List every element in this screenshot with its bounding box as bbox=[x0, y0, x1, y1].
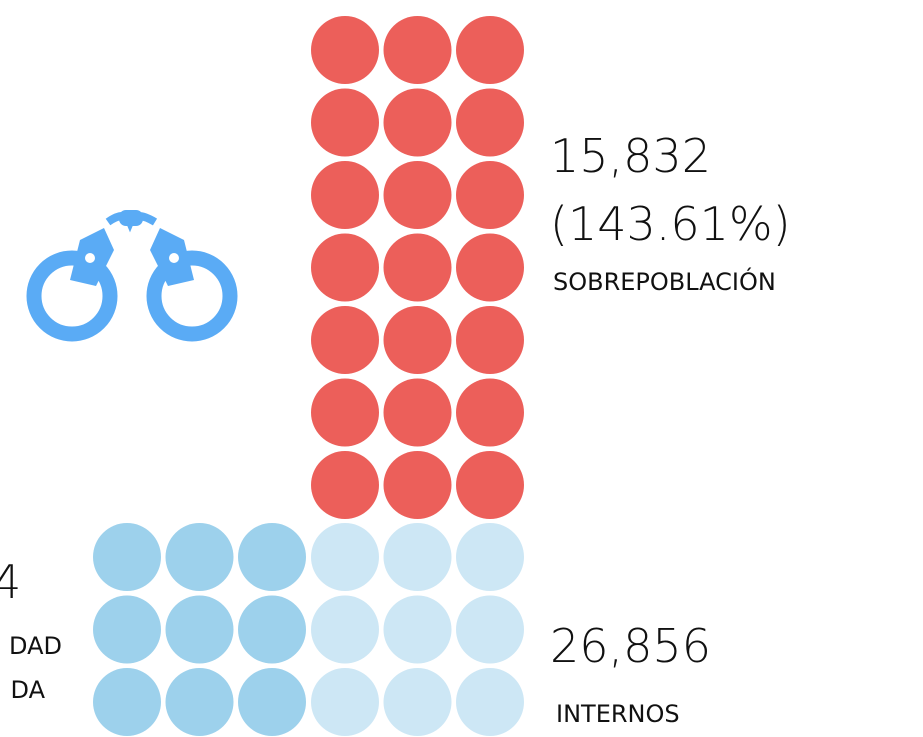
dot bbox=[456, 88, 524, 157]
dot bbox=[456, 378, 524, 447]
dot bbox=[383, 451, 452, 519]
dot bbox=[238, 595, 306, 664]
dot bbox=[311, 523, 379, 591]
dot bbox=[383, 668, 452, 736]
dot bbox=[383, 161, 452, 229]
handcuffs-locks bbox=[70, 228, 194, 286]
dot bbox=[456, 306, 524, 374]
dot bbox=[93, 523, 161, 591]
dot bbox=[165, 668, 234, 736]
inmates-number: 26,856 bbox=[550, 619, 711, 673]
over-number: 15,832 bbox=[550, 129, 711, 183]
dot bbox=[311, 378, 379, 447]
dot-grid bbox=[93, 16, 524, 736]
dot bbox=[456, 668, 524, 736]
dot bbox=[383, 16, 452, 84]
dot bbox=[311, 595, 379, 664]
dot bbox=[311, 161, 379, 229]
dot bbox=[456, 16, 524, 84]
dot bbox=[93, 668, 161, 736]
dot bbox=[311, 451, 379, 519]
dot bbox=[456, 161, 524, 229]
over-label: SOBREPOBLACIÓN bbox=[553, 266, 776, 296]
dot bbox=[383, 306, 452, 374]
capacity-number: 4 bbox=[0, 555, 21, 609]
inmates-label: INTERNOS bbox=[556, 700, 680, 728]
capacity-label: DA bbox=[11, 676, 46, 704]
dot bbox=[456, 233, 524, 302]
capacity-label: DAD bbox=[9, 632, 62, 660]
dot bbox=[238, 668, 306, 736]
dot bbox=[456, 595, 524, 664]
dot bbox=[311, 233, 379, 302]
dot bbox=[165, 595, 234, 664]
dot bbox=[238, 523, 306, 591]
dot bbox=[165, 523, 234, 591]
dot bbox=[311, 16, 379, 84]
dot bbox=[383, 523, 452, 591]
handcuffs-icon bbox=[26, 210, 238, 342]
dot bbox=[383, 233, 452, 302]
dot bbox=[311, 306, 379, 374]
dot bbox=[456, 451, 524, 519]
dot bbox=[383, 378, 452, 447]
over-percent: (143.61%) bbox=[550, 197, 791, 251]
dot bbox=[383, 88, 452, 157]
dot bbox=[93, 595, 161, 664]
dot bbox=[311, 668, 379, 736]
dot bbox=[311, 88, 379, 157]
dot bbox=[456, 523, 524, 591]
dot bbox=[383, 595, 452, 664]
